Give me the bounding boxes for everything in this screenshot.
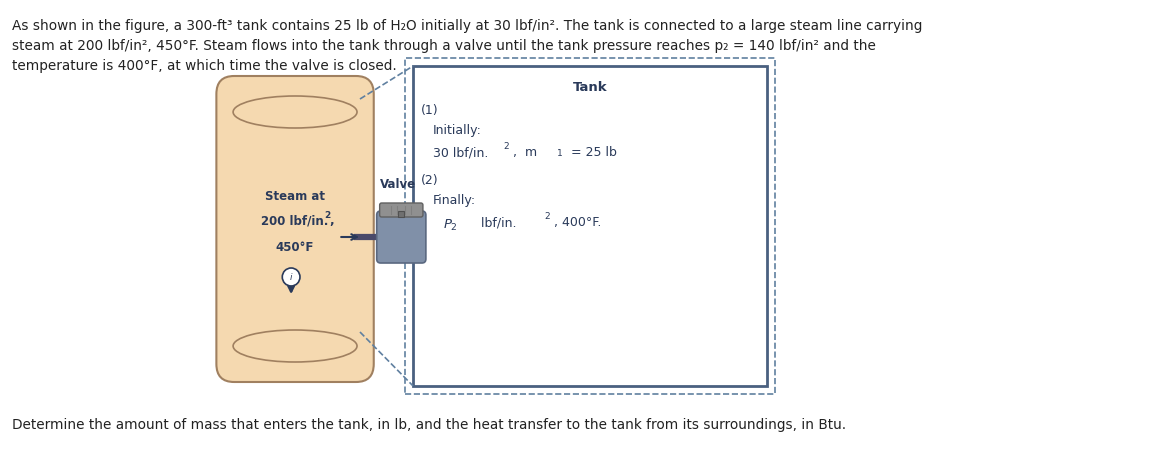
Text: ,: , [329,214,333,227]
Text: 30 lbf/in.: 30 lbf/in. [432,146,488,159]
Text: (1): (1) [421,104,438,117]
Text: As shown in the figure, a 300-ft³ tank contains 25 lb of H₂O initially at 30 lbf: As shown in the figure, a 300-ft³ tank c… [12,19,923,73]
Circle shape [282,268,300,286]
Bar [399,211,404,217]
Text: Tank: Tank [573,81,608,94]
Text: = 25 lb: = 25 lb [567,146,616,159]
Ellipse shape [234,96,357,128]
Text: Steam at: Steam at [265,191,325,203]
Text: ,  m: , m [514,146,538,159]
Text: 450°F: 450°F [275,241,314,253]
Text: $P_2$: $P_2$ [443,218,458,233]
Text: lbf/in.: lbf/in. [478,216,517,229]
Text: i: i [289,272,293,281]
Text: 200 lbf/in.: 200 lbf/in. [261,214,329,227]
FancyBboxPatch shape [216,76,374,382]
Bar [413,66,767,386]
FancyBboxPatch shape [380,203,423,217]
Text: Determine the amount of mass that enters the tank, in lb, and the heat transfer : Determine the amount of mass that enters… [12,418,846,432]
Bar [406,58,775,394]
Text: , 400°F.: , 400°F. [554,216,601,229]
Ellipse shape [234,330,357,362]
Text: Initially:: Initially: [432,124,481,137]
Text: 2: 2 [324,211,331,219]
Text: Valve: Valve [380,178,416,191]
FancyBboxPatch shape [376,211,426,263]
Text: 1: 1 [557,149,562,158]
Text: (2): (2) [421,174,438,187]
Text: Finally:: Finally: [432,194,476,207]
Text: 2: 2 [503,142,509,151]
Text: 2: 2 [544,212,550,221]
